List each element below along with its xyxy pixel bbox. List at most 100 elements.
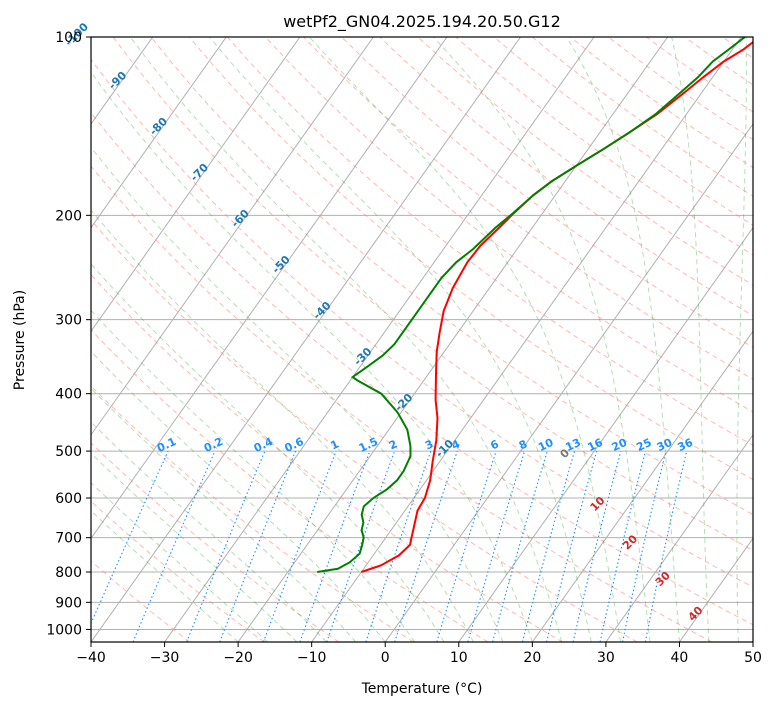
y-tick-label: 800 [55,565,82,581]
isotherm-line [164,37,595,642]
mixing-ratio-label: 16 [586,436,606,454]
profile-line-1 [360,40,753,573]
isotherm-line [679,537,753,642]
x-tick-label: 10 [450,650,468,666]
adiabat-label: 10 [588,494,608,514]
dry-adiabat [341,37,753,348]
mixing-ratio-label: 0.6 [283,435,306,455]
dry-adiabat [455,37,753,256]
dry-adiabat [112,37,753,551]
dry-adiabat [226,37,753,446]
isotherm-line [605,433,753,642]
dry-adiabat [91,329,489,642]
x-tick-label: 0 [381,650,390,666]
mixing-ratio-line [91,450,169,625]
x-axis-label: Temperature (°C) [361,681,483,697]
isotherm-line [91,37,521,642]
mixing-ratio-line [467,450,526,642]
dry-adiabat [265,37,753,413]
y-tick-label: 700 [55,531,82,547]
moist-adiabat [433,37,651,642]
mixing-ratio-line [262,450,337,642]
isotherm-line [752,641,753,642]
mixing-ratio-label: 20 [610,436,630,454]
mixing-ratio-line [299,450,371,642]
mixing-ratio-line [436,450,497,642]
moist-adiabat [736,37,747,642]
background-lines [0,37,775,642]
isotherm-label: -50 [270,253,293,276]
chart-title: wetPf2_GN04.2025.194.20.50.G12 [283,12,561,32]
y-tick-label: 300 [55,313,82,329]
mixing-ratio-line [186,450,266,642]
dry-adiabat [91,385,414,642]
y-axis-label: Pressure (hPa) [12,290,28,390]
x-tick-label: −10 [297,650,327,666]
mixing-ratio-label: 25 [634,436,653,454]
dry-adiabat [91,165,713,642]
y-tick-label: 400 [55,387,82,403]
x-tick-label: 50 [744,650,762,666]
dry-adiabat [91,273,563,642]
mixing-ratio-label: 0.1 [155,435,178,455]
dry-adiabat [303,37,753,380]
mixing-ratio-line [326,450,396,642]
moist-adiabat [91,510,239,642]
mixing-ratio-line [622,450,667,642]
x-tick-label: 20 [523,650,541,666]
y-tick-label: 600 [55,491,82,507]
moist-adiabat [91,387,357,642]
mixing-ratio-label: 30 [655,436,675,454]
moist-adiabat [91,209,474,642]
mixing-ratio-line [521,450,576,642]
moist-adiabat [91,350,386,642]
y-tick-label: 1000 [46,622,82,638]
isotherm-line [0,37,6,642]
mixing-ratio-label: 8 [517,437,529,452]
dry-adiabat [761,37,775,642]
dry-adiabat [417,37,753,286]
dry-adiabat [91,560,191,642]
dry-adiabat [91,442,340,642]
isotherm-label: -40 [310,299,333,322]
x-tick-label: −30 [150,650,180,666]
dry-adiabat [531,37,753,197]
mixing-ratio-line [599,450,647,642]
profile-line-2 [317,37,746,573]
dry-adiabat [91,111,753,626]
mixing-ratio-line [394,450,458,642]
isotherm-line [91,37,374,436]
x-tick-label: 30 [597,650,615,666]
y-tick-label: 500 [55,444,82,460]
moist-adiabat [308,37,622,642]
dry-adiabat [722,37,753,59]
isotherm-line [91,37,301,333]
dry-adiabat [91,500,265,642]
isotherm-label: -90 [106,69,129,92]
isotherm-line [458,226,753,642]
profile-lines [317,37,753,573]
moist-adiabat [91,71,533,642]
moist-adiabat [209,37,592,642]
mixing-ratio-line [572,450,622,642]
moist-adiabat [91,263,445,642]
dry-adiabat [91,219,638,642]
mixing-ratio-line [644,450,688,642]
mixing-ratio-line [492,450,548,642]
y-tick-label: 200 [55,208,82,224]
mixing-ratio-label: 13 [563,436,582,454]
y-tick-label: 900 [55,595,82,611]
mixing-ratio-label: 0.4 [252,435,275,455]
isotherm-label: -80 [147,115,170,138]
mixing-ratio-label: 2 [387,437,399,452]
isotherm-line [311,37,742,642]
mixing-ratio-line [132,450,216,642]
isotherm-line [384,123,753,642]
mixing-ratio-label: 6 [488,437,501,452]
moist-adiabat [91,146,504,642]
y-axis: 100 200 300 400 500 600 700 800 900 1000 [46,30,91,638]
y-tick-label: 100 [55,30,82,46]
mixing-ratio-line [219,450,297,642]
dry-adiabat [646,37,753,113]
